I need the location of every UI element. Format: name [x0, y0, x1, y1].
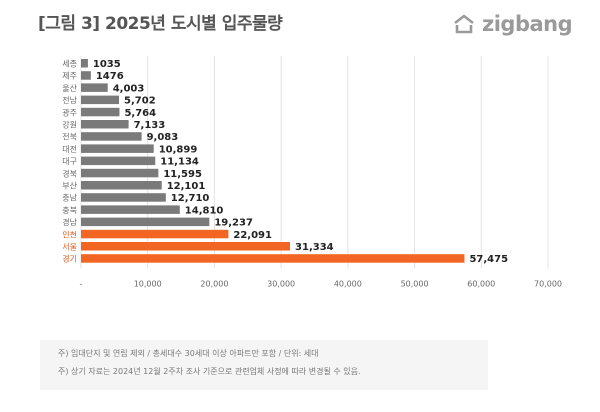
category-label: 제주 — [62, 72, 77, 81]
bar — [81, 181, 162, 190]
x-tick-label: 60,000 — [467, 279, 495, 288]
bar — [81, 59, 88, 68]
category-label: 전북 — [62, 132, 77, 142]
category-label: 대전 — [62, 144, 77, 154]
data-label: 1035 — [93, 59, 121, 70]
bar — [81, 83, 108, 92]
bar — [81, 217, 210, 227]
category-label: 울산 — [62, 83, 77, 93]
category-label: 경남 — [62, 217, 77, 227]
data-label: 5,702 — [124, 96, 156, 107]
category-label: 충북 — [62, 206, 77, 215]
bar — [81, 144, 154, 153]
category-label: 경기 — [62, 254, 77, 264]
data-label: 11,134 — [160, 157, 199, 168]
logo-text: zigbang — [482, 12, 573, 36]
bar-chart: - 10,000 20,000 30,000 40,000 50,000 60,000 70,… — [62, 56, 562, 288]
category-label: 대구 — [62, 157, 77, 166]
note-line-1: 주) 임대단지 및 연립 제외 / 총세대수 30세대 이상 아파트만 포함 /… — [58, 349, 319, 358]
bar — [81, 168, 159, 178]
data-label: 22,091 — [233, 230, 272, 241]
data-label: 11,595 — [163, 169, 202, 180]
chart-title: [그림 3] 2025년 도시별 입주물량 — [38, 14, 283, 34]
category-label: 강원 — [62, 120, 77, 130]
category-label: 광주 — [62, 107, 77, 117]
bar — [81, 156, 156, 166]
category-label: 충남 — [62, 194, 77, 203]
category-label: 전남 — [62, 95, 77, 105]
x-tick-label: 70,000 — [534, 279, 562, 288]
bar — [81, 229, 229, 239]
data-label: 9,083 — [147, 132, 179, 143]
data-label: 12,710 — [171, 193, 210, 204]
bar — [81, 193, 166, 202]
data-label: 14,810 — [185, 205, 224, 216]
bar — [81, 254, 465, 263]
data-label: 12,101 — [167, 181, 206, 192]
data-label: 7,133 — [134, 120, 166, 131]
category-label: 인천 — [62, 229, 77, 239]
zigbang-logo: zigbang — [452, 12, 573, 36]
note-line-2: 주) 상기 자료는 2024년 12월 2주차 조사 기준으로 관련업체 사정에… — [58, 367, 361, 376]
bar — [81, 95, 120, 105]
bar — [81, 120, 129, 129]
data-label: 10,899 — [159, 144, 198, 155]
data-label: 57,475 — [469, 254, 508, 265]
x-tick-label: 40,000 — [334, 279, 362, 288]
category-label: 서울 — [62, 243, 77, 252]
data-label: 5,764 — [124, 108, 156, 119]
x-tick-label: - — [80, 279, 83, 288]
data-label: 31,334 — [295, 242, 334, 253]
notes-box — [40, 340, 488, 390]
x-tick-label: 10,000 — [134, 279, 162, 288]
house-icon — [454, 14, 474, 34]
category-label: 세종 — [62, 60, 77, 69]
category-label: 경북 — [62, 168, 77, 178]
x-tick-label: 50,000 — [401, 279, 429, 288]
data-label: 19,237 — [214, 218, 253, 229]
data-label: 4,003 — [113, 83, 145, 94]
bar — [81, 132, 142, 141]
x-tick-label: 20,000 — [200, 279, 228, 288]
x-tick-label: 30,000 — [267, 279, 295, 288]
bar — [81, 107, 120, 117]
bar — [81, 205, 180, 214]
bar — [81, 242, 291, 251]
category-label: 부산 — [62, 181, 77, 191]
data-label: 1476 — [96, 71, 124, 82]
bar — [81, 71, 91, 80]
